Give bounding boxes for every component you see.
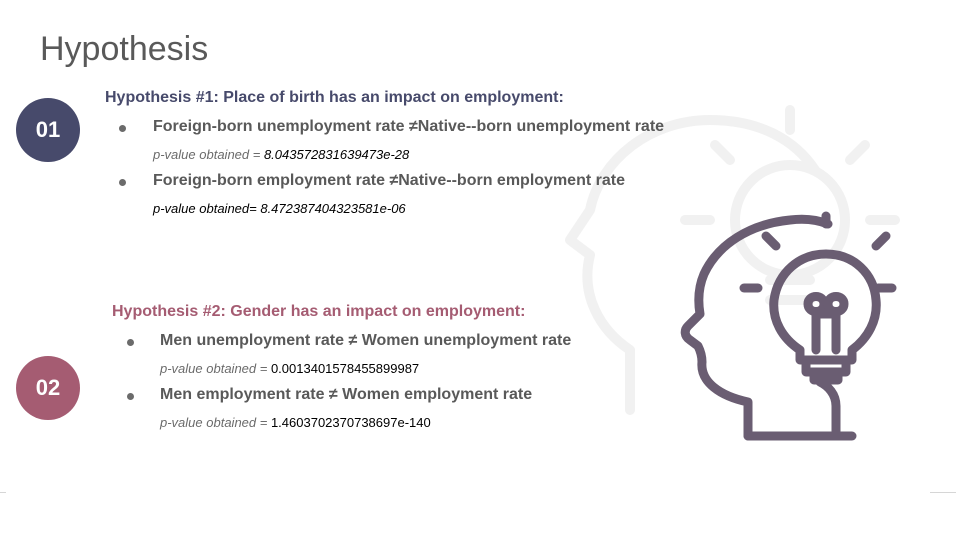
hypothesis-2-pvalue-2: p-value obtained = 1.4603702370738697e-1… — [160, 415, 431, 430]
hypothesis-2-number-badge: 02 — [16, 356, 80, 420]
head-lightbulb-icon — [680, 211, 897, 441]
pvalue-number: 8.472387404323581e-06 — [260, 201, 406, 216]
slide-title: Hypothesis — [40, 30, 209, 68]
hypothesis-1-number-badge: 01 — [16, 98, 80, 162]
hypothesis-1-pvalue-2: p-value obtained= 8.472387404323581e-06 — [153, 201, 406, 216]
edge-mark-left — [0, 492, 6, 493]
pvalue-label: p-value obtained= — [153, 201, 261, 216]
pvalue-number: 1.4603702370738697e-140 — [270, 415, 431, 430]
hypothesis-1-statement-2: Foreign-born employment rate ≠Native--bo… — [153, 172, 625, 189]
bullet-dot — [119, 179, 126, 186]
pvalue-label: p-value obtained = — [160, 361, 271, 376]
hypothesis-2-statement-1: Men unemployment rate ≠ Women unemployme… — [160, 332, 572, 349]
pvalue-number: 0.0013401578455899987 — [270, 361, 420, 376]
hypothesis-2-statement-2: Men employment rate ≠ Women employment r… — [160, 386, 533, 403]
hypothesis-1-statement-1: Foreign-born unemployment rate ≠Native--… — [153, 118, 665, 135]
hypothesis-2-heading: Hypothesis #2: Gender has an impact on e… — [112, 303, 526, 320]
pvalue-label: p-value obtained = — [160, 415, 271, 430]
hypothesis-1-pvalue-1: p-value obtained = 8.043572831639473e-28 — [153, 147, 409, 162]
hypothesis-2-pvalue-1: p-value obtained = 0.0013401578455899987 — [160, 361, 419, 376]
pvalue-label: p-value obtained = — [153, 147, 264, 162]
head-lightbulb-watermark-icon — [565, 105, 900, 415]
hypothesis-1-heading: Hypothesis #1: Place of birth has an imp… — [105, 89, 564, 106]
edge-mark-right — [930, 492, 956, 493]
bullet-dot — [127, 339, 134, 346]
bullet-dot — [119, 125, 126, 132]
pvalue-number: 8.043572831639473e-28 — [263, 147, 410, 162]
bullet-dot — [127, 393, 134, 400]
